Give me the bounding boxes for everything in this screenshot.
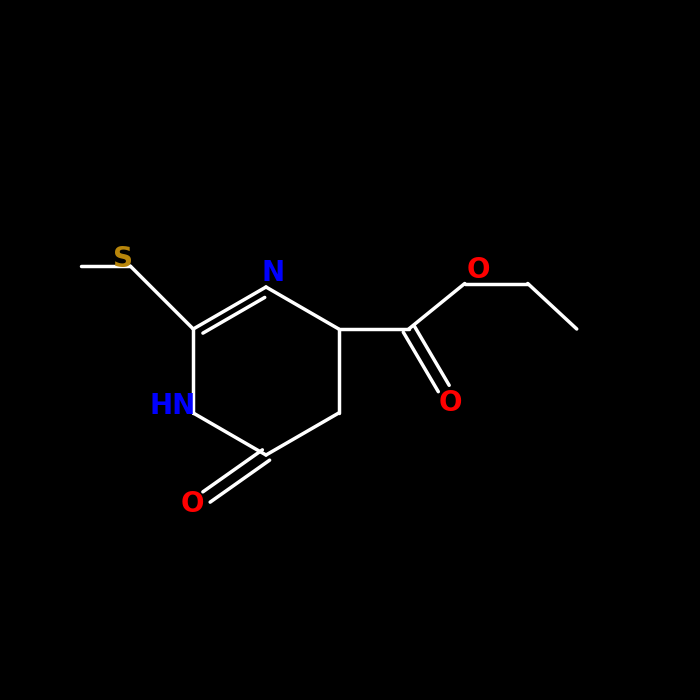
Text: HN: HN <box>149 392 195 420</box>
Text: N: N <box>261 259 285 287</box>
Text: S: S <box>113 245 133 273</box>
Text: O: O <box>439 389 463 416</box>
Text: O: O <box>181 490 204 518</box>
Text: O: O <box>467 256 491 284</box>
